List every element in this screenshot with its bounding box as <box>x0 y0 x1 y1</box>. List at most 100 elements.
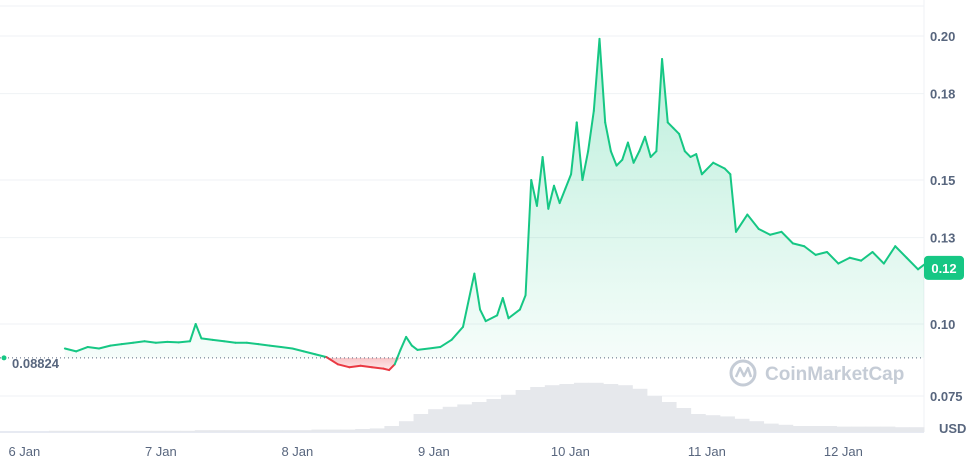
price-line-segment <box>109 343 123 347</box>
price-line-segment <box>518 294 527 311</box>
price-line-segment <box>905 256 919 271</box>
y-tick-label: 0.15 <box>930 173 955 188</box>
price-line-segment <box>581 150 590 181</box>
price-line-segment <box>348 364 362 369</box>
volume-bar <box>851 426 867 432</box>
price-line-segment <box>479 308 487 323</box>
price-line-segment <box>405 335 413 347</box>
price-line-segment <box>530 179 538 207</box>
price-line-segment <box>524 179 533 297</box>
volume-bar <box>384 426 400 432</box>
volume-bar <box>398 421 415 432</box>
reference-marker <box>1 355 7 361</box>
x-tick-label: 7 Jan <box>145 444 177 459</box>
volume-bar <box>559 384 575 432</box>
price-line-segment <box>723 167 732 176</box>
current-price-label: 0.12 <box>931 261 956 276</box>
volume-bar <box>690 414 706 432</box>
volume-bar <box>632 388 648 432</box>
x-axis: 6 Jan 7 Jan 8 Jan 9 Jan 10 Jan 11 Jan 12 Jan <box>8 444 862 459</box>
price-line-segment <box>189 323 197 343</box>
coinmarketcap-watermark: CoinMarketCap <box>729 359 904 387</box>
volume-bar <box>646 396 662 432</box>
volume-bar <box>471 402 487 432</box>
price-line-segment <box>644 135 652 158</box>
price-line-segment <box>700 161 715 176</box>
price-line-segment <box>621 141 629 161</box>
volume-bar <box>442 406 458 432</box>
price-line-segment <box>666 121 675 130</box>
volume-bar <box>267 430 283 432</box>
volume-bar <box>92 430 108 432</box>
price-line-segment <box>860 251 874 262</box>
volume-bar <box>136 430 152 432</box>
volume-bar <box>530 387 546 432</box>
volume-bar <box>821 426 837 432</box>
price-line-segment <box>604 121 612 153</box>
volume-bar <box>909 427 925 432</box>
volume-bar <box>180 430 196 432</box>
x-tick-label: 8 Jan <box>281 444 313 459</box>
price-line-segment <box>388 363 396 372</box>
volume-bar <box>296 430 312 432</box>
price-line-segment <box>735 213 749 233</box>
price-line-segment <box>336 363 351 369</box>
price-line-segment <box>689 153 698 158</box>
price-line-segment <box>626 141 635 164</box>
price-line-segment <box>399 335 408 351</box>
price-line-segment <box>223 340 237 344</box>
volume-bar <box>223 430 240 432</box>
price-line-segment <box>592 37 601 112</box>
y-axis: 0.075 0.10 0.13 0.15 0.18 0.20 <box>930 29 963 404</box>
price-line-segment <box>143 340 157 344</box>
price-line-segment <box>496 297 504 317</box>
volume-bar <box>78 430 94 432</box>
price-line-segment <box>632 150 641 164</box>
price-line-segment <box>814 251 828 256</box>
watermark-text: CoinMarketCap <box>765 364 904 385</box>
price-line-segment <box>535 155 544 207</box>
volume-bar <box>573 382 590 432</box>
volume-bar <box>107 430 123 432</box>
price-line-segment <box>655 58 664 153</box>
volume-bar <box>340 429 356 432</box>
volume-bar <box>413 414 429 432</box>
volume-bar <box>209 430 225 432</box>
volume-bar <box>501 394 517 432</box>
price-line-segment <box>757 227 772 236</box>
volume-bar <box>326 429 342 432</box>
volume-bar <box>151 430 167 432</box>
price-line-segment <box>416 347 430 351</box>
price-line-segment <box>507 308 521 320</box>
volume-bar <box>428 409 444 432</box>
x-tick-label: 11 Jan <box>688 444 726 459</box>
volume-bar <box>369 428 385 432</box>
volume-bar <box>676 408 692 432</box>
volume-bar <box>894 427 910 432</box>
price-line-segment <box>871 251 885 265</box>
x-tick-label: 6 Jan <box>8 444 40 459</box>
price-line-segment <box>154 340 169 344</box>
volume-bars <box>48 382 925 432</box>
y-tick-label: 0.20 <box>930 29 955 44</box>
price-line-segment <box>166 340 180 344</box>
price-line-segment <box>553 184 561 205</box>
price-line-segment <box>257 343 271 347</box>
volume-bar <box>763 423 779 432</box>
coinmarketcap-logo-icon <box>729 359 757 387</box>
reference-price-label: 0.08824 <box>12 356 60 371</box>
price-line-segment <box>558 187 567 205</box>
price-line-segment <box>587 109 595 153</box>
x-tick-label: 12 Jan <box>824 444 863 459</box>
price-line-segment <box>826 251 840 265</box>
volume-bar <box>748 421 765 432</box>
price-line-segment <box>678 132 686 153</box>
price-line-segment <box>672 127 681 135</box>
volume-bar <box>880 426 896 432</box>
price-line-segment <box>609 150 618 167</box>
current-price-badge: 0.12 <box>924 255 964 280</box>
price-line-segment <box>291 347 305 353</box>
price-line-segment <box>200 337 214 341</box>
volume-bar <box>48 430 65 432</box>
